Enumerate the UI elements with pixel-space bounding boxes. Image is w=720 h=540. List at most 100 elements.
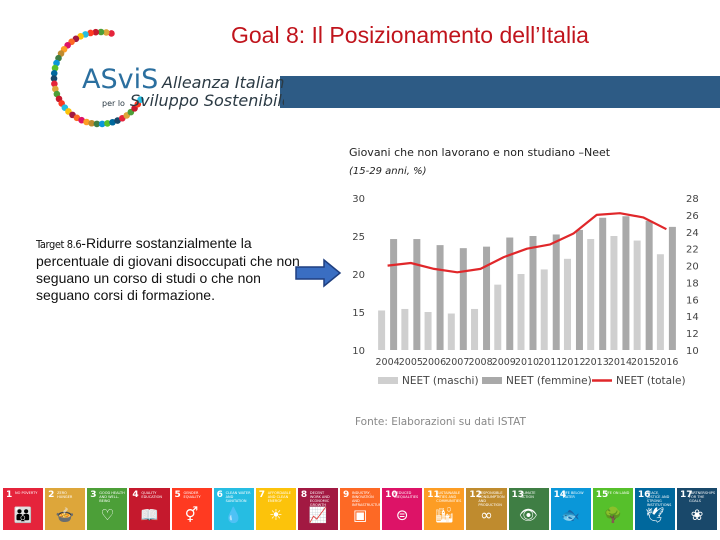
sdg-number: 4 — [132, 490, 139, 500]
sdg-tile-14: 14 Life below water 🐟 — [550, 488, 591, 530]
y-right-tick: 12 — [686, 329, 699, 340]
sdg-label: Partnerships for the goals — [689, 491, 716, 503]
sdg-number: 16 — [637, 490, 651, 500]
bar-maschi — [540, 269, 548, 350]
logo-dot — [98, 120, 106, 128]
x-tick: 2008 — [468, 357, 492, 368]
page-title: Goal 8: Il Posizionamento dell’Italia — [231, 22, 589, 48]
bar-maschi — [447, 313, 455, 350]
gender-icon: ⚥ — [184, 506, 199, 524]
bar-femmine — [622, 216, 630, 350]
logo-dot — [93, 120, 101, 128]
logo-dot — [87, 29, 94, 37]
logo-line2-prefix: per lo — [102, 99, 125, 108]
sdg-label: Decent work and economic growth — [309, 491, 330, 507]
eye-globe-icon: 👁 — [519, 506, 539, 524]
sdg-label: Life below water — [562, 491, 584, 499]
logo-dot — [97, 28, 105, 36]
bar-maschi — [401, 308, 409, 350]
sdg-tile-10: 10 Reduced inequalities ⊜ — [382, 488, 423, 530]
sdg-label: Zero hunger — [57, 491, 73, 499]
sdg-number: 8 — [300, 490, 308, 500]
bar-femmine — [506, 237, 514, 350]
legend-label: NEET (totale) — [616, 375, 686, 387]
bar-femmine — [599, 217, 607, 350]
tree-icon: 🌳 — [603, 506, 623, 524]
x-tick: 2013 — [585, 357, 609, 368]
sdg-label: Responsible consumption and production — [478, 491, 505, 507]
sdg-number: 7 — [258, 490, 266, 500]
logo-dot-ring — [50, 28, 144, 128]
sdg-tile-16: 16 Peace, justice and strong institutions… — [634, 488, 675, 530]
sdg-number: 1 — [6, 490, 13, 500]
bar-maschi — [656, 254, 664, 350]
legend-label: NEET (femmine) — [506, 375, 592, 387]
sdg-number: 6 — [216, 490, 223, 500]
x-tick: 2004 — [376, 357, 400, 368]
x-tick: 2012 — [561, 357, 585, 368]
sdg-number: 3 — [90, 490, 97, 500]
sdg-label: No poverty — [15, 491, 38, 495]
sdg-tile-15: 15 Life on land 🌳 — [592, 488, 633, 530]
logo-line2: Sviluppo Sostenibile — [130, 91, 284, 110]
sdg-tile-8: 8 Decent work and economic growth 📈 — [297, 488, 338, 530]
sdg-tile-17: 17 Partnerships for the goals ❀ — [677, 488, 718, 530]
sdg-label: Gender equality — [183, 491, 201, 499]
sdg-number: 15 — [595, 490, 609, 500]
sdg-tile-12: 12 Responsible consumption and production… — [466, 488, 507, 530]
sdg-tile-3: 3 Good health and well-being ♡ — [87, 488, 128, 530]
logo-line1: Alleanza Italiana — [161, 73, 284, 92]
sdg-tile-4: 4 Quality education 📖 — [129, 488, 170, 530]
sdg-label: Reduced inequalities — [394, 491, 419, 499]
bar-femmine — [668, 226, 676, 350]
flower-icon: ❀ — [690, 506, 704, 524]
water-icon: 💧 — [224, 506, 244, 524]
equal-icon: ⊜ — [395, 506, 409, 524]
sdg-label: Clean water and sanitation — [225, 491, 251, 503]
logo-dot — [88, 119, 95, 127]
logo-dot — [53, 59, 60, 67]
bowl-icon: 🍲 — [55, 506, 75, 524]
logo-dot — [50, 75, 58, 82]
sdg-label: Climate action — [520, 491, 536, 499]
y-right-tick: 26 — [686, 211, 699, 222]
city-icon: 🏙 — [434, 506, 454, 524]
bar-maschi — [517, 274, 525, 350]
x-tick: 2010 — [515, 357, 539, 368]
logo-dot — [51, 64, 59, 72]
logo-dot — [109, 118, 116, 126]
x-tick: 2006 — [422, 357, 446, 368]
bar-femmine — [459, 248, 467, 350]
logo-dot — [108, 30, 115, 37]
logo-name: ASviS — [82, 64, 158, 95]
x-tick: 2005 — [399, 357, 423, 368]
sdg-tile-1: 1 No poverty 👪 — [3, 488, 44, 530]
dove-icon: 🕊 — [645, 506, 665, 524]
logo-dot — [51, 80, 58, 88]
sdg-label: Quality education — [141, 491, 162, 499]
bar-femmine — [413, 239, 421, 350]
logo-dot — [137, 96, 144, 104]
bar-maschi — [587, 239, 595, 350]
bar-maschi — [471, 308, 479, 350]
sdg-number: 11 — [427, 490, 440, 500]
legend-swatch — [482, 377, 502, 384]
logo-dot — [50, 70, 58, 77]
legend-swatch — [378, 377, 398, 384]
family-icon: 👪 — [13, 506, 33, 524]
target-body: -Ridurre sostanzialmente la percentuale … — [36, 235, 300, 303]
target-label: Target 8.6 — [36, 238, 82, 251]
y-left-tick: 30 — [352, 194, 365, 205]
target-description: Target 8.6-Ridurre sostanzialmente la pe… — [36, 235, 306, 304]
bar-femmine — [645, 220, 653, 350]
sdg-tile-11: 11 Sustainable cities and communities 🏙 — [424, 488, 465, 530]
sdg-number: 5 — [174, 490, 181, 500]
logo-dot — [104, 120, 111, 127]
y-right-tick: 10 — [686, 346, 699, 357]
asvis-logo: ASviS Alleanza Italiana per lo Sviluppo … — [50, 28, 284, 128]
sdg-label: Sustainable cities and communities — [436, 491, 462, 503]
sdg-icons-strip: 1 No poverty 👪 2 Zero hunger 🍲 3 Good health an… — [3, 488, 718, 530]
sdg-tile-7: 7 Affordable and clean energy ☀ — [255, 488, 296, 530]
bar-femmine — [436, 245, 444, 350]
logo-dot — [92, 28, 100, 36]
